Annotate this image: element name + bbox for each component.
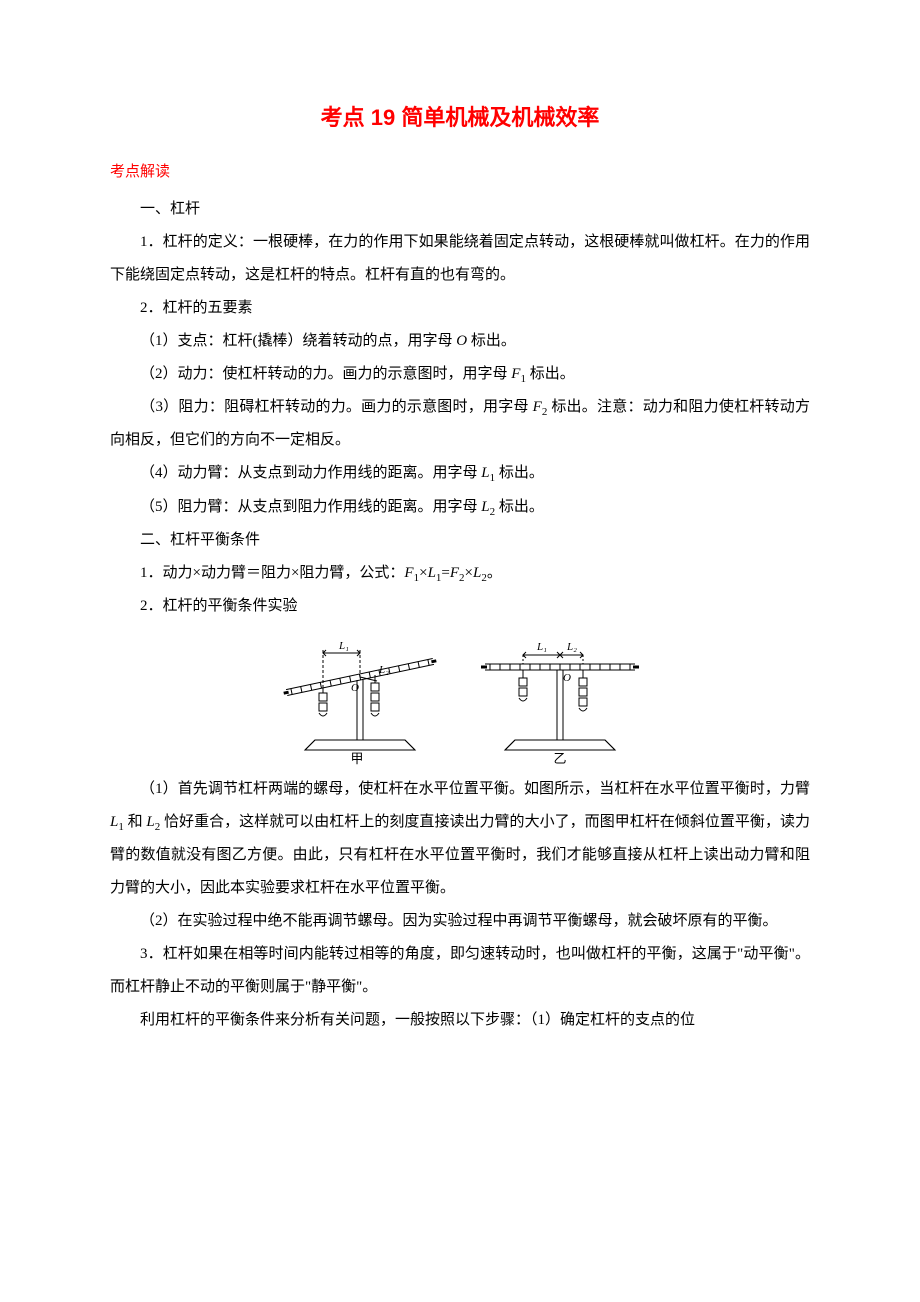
label-Ob: O [563, 672, 571, 684]
heading-1: 一、杠杆 [110, 193, 810, 226]
para-exp-2: （2）在实验过程中绝不能再调节螺母。因为实验过程中再调节平衡螺母，就会破坏原有的… [110, 905, 810, 938]
times2: × [465, 565, 473, 581]
caption-yi: 乙 [553, 751, 566, 765]
para-effort-force: （2）动力：使杠杆转动的力。画力的示意图时，用字母 F1 标出。 [110, 358, 810, 391]
para-formula: 1．动力×动力臂＝阻力×阻力臂，公式：F1×L1=F2×L2。 [110, 557, 810, 590]
label-L1: L₁ [338, 640, 349, 652]
para-exp-1: （1）首先调节杠杆两端的螺母，使杠杆在水平位置平衡。如图所示，当杠杆在水平位置平… [110, 773, 810, 905]
text: （1）支点：杠杆(撬棒）绕着转动的点，用字母 [140, 333, 456, 349]
fF2: F [450, 565, 459, 581]
var-L2: L [481, 499, 489, 515]
text: 3．杠杆如果在相等时间内能转过相等的角度，即匀速转动时，也叫做杠杆的平衡，这属于… [110, 946, 810, 995]
eq: = [441, 565, 449, 581]
figure-yi: L₁ L₂ O 乙 [475, 635, 645, 765]
text: （4）动力臂：从支点到动力作用线的距离。用字母 [140, 465, 481, 481]
figure-row: L₁ L₂ O 甲 [110, 635, 810, 765]
para-five-elements: 2．杠杆的五要素 [110, 292, 810, 325]
var-F2: F [533, 399, 542, 415]
para-resistance-arm: （5）阻力臂：从支点到阻力作用线的距离。用字母 L2 标出。 [110, 491, 810, 524]
text: 标出。 [526, 366, 575, 382]
var-L2c: L [146, 814, 154, 830]
var-O: O [456, 333, 467, 349]
label-L1b: L₁ [536, 641, 547, 653]
var-L1: L [481, 465, 489, 481]
caption-jia: 甲 [350, 751, 363, 765]
fF1: F [404, 565, 413, 581]
para-effort-arm: （4）动力臂：从支点到动力作用线的距离。用字母 L1 标出。 [110, 457, 810, 490]
text: （2）在实验过程中绝不能再调节螺母。因为实验过程中再调节平衡螺母，就会破坏原有的… [140, 913, 778, 929]
fL1: L [428, 565, 436, 581]
text: 和 [124, 814, 147, 830]
para-fulcrum: （1）支点：杠杆(撬棒）绕着转动的点，用字母 O 标出。 [110, 325, 810, 358]
times: × [419, 565, 427, 581]
para-definition: 1．杠杆的定义：一根硬棒，在力的作用下如果能绕着固定点转动，这根硬棒就叫做杠杆。… [110, 226, 810, 292]
text: （3）阻力：阻碍杠杆转动的力。画力的示意图时，用字母 [140, 399, 533, 415]
text: 1．杠杆的定义：一根硬棒，在力的作用下如果能绕着固定点转动，这根硬棒就叫做杠杆。… [110, 234, 810, 283]
text: 标出。 [495, 499, 544, 515]
text: （5）阻力臂：从支点到阻力作用线的距离。用字母 [140, 499, 481, 515]
text: 标出。 [467, 333, 516, 349]
text: 1．动力×动力臂＝阻力×阻力臂，公式： [140, 565, 404, 581]
text: 标出。 [495, 465, 544, 481]
para-resistance-force: （3）阻力：阻碍杠杆转动的力。画力的示意图时，用字母 F2 标出。注意：动力和阻… [110, 391, 810, 457]
document-page: 考点 19 简单机械及机械效率 考点解读 一、杠杆 1．杠杆的定义：一根硬棒，在… [0, 0, 920, 1302]
para-dynamic-balance: 3．杠杆如果在相等时间内能转过相等的角度，即匀速转动时，也叫做杠杆的平衡，这属于… [110, 938, 810, 1004]
label-O: O [351, 682, 359, 694]
para-experiment-head: 2．杠杆的平衡条件实验 [110, 590, 810, 623]
para-steps: 利用杠杆的平衡条件来分析有关问题，一般按照以下步骤：（1）确定杠杆的支点的位 [110, 1004, 810, 1037]
figure-jia: L₁ L₂ O 甲 [275, 635, 445, 765]
page-title: 考点 19 简单机械及机械效率 [110, 100, 810, 132]
heading-2: 二、杠杆平衡条件 [110, 524, 810, 557]
text: 恰好重合，这样就可以由杠杆上的刻度直接读出力臂的大小了，而图甲杠杆在倾斜位置平衡… [110, 814, 810, 896]
text: （1）首先调节杠杆两端的螺母，使杠杆在水平位置平衡。如图所示，当杠杆在水平位置平… [140, 781, 810, 797]
label-L2: L₂ [378, 664, 389, 676]
section-head: 考点解读 [110, 160, 810, 181]
label-L2b: L₂ [566, 641, 577, 653]
text: 。 [487, 565, 502, 581]
text: （2）动力：使杠杆转动的力。画力的示意图时，用字母 [140, 366, 511, 382]
